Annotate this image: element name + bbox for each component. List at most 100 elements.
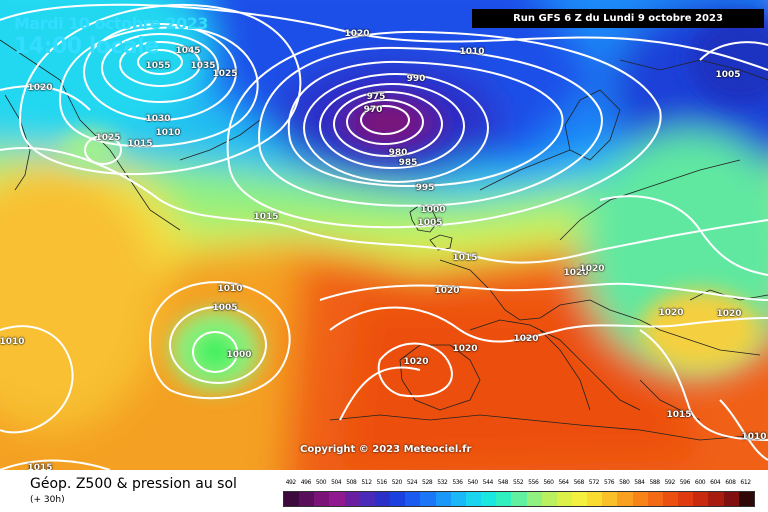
z500-colour-field xyxy=(0,0,768,470)
scale-value: 612 xyxy=(740,479,751,486)
isobar-label: 1020 xyxy=(344,29,370,39)
geopotential-field xyxy=(0,0,768,470)
scale-swatch xyxy=(329,492,345,506)
scale-swatch xyxy=(299,492,315,506)
isobar-label: 1010 xyxy=(155,128,181,138)
scale-value: 588 xyxy=(649,479,660,486)
scale-swatch xyxy=(374,492,391,506)
isobar-label: 1015 xyxy=(253,212,279,222)
colour-scale xyxy=(283,491,755,507)
isobar-label: 1005 xyxy=(212,303,238,313)
isobar-label: 1025 xyxy=(95,133,121,143)
isobar-label: 1020 xyxy=(513,334,539,344)
colour-scale-labels: 492 496 500 504 508 512 516 520 524 528 532 536 540 5… xyxy=(283,479,753,489)
scale-value: 536 xyxy=(452,479,463,486)
scale-value: 568 xyxy=(573,479,585,486)
coastlines xyxy=(0,39,768,441)
scale-value: 532 xyxy=(437,479,448,486)
scale-value: 596 xyxy=(679,479,691,486)
scale-value: 508 xyxy=(346,479,357,486)
z500-cores xyxy=(60,15,768,390)
isobar-label: 1015 xyxy=(452,253,478,263)
scale-value: 520 xyxy=(391,479,403,486)
scale-value: 600 xyxy=(694,479,706,486)
legend-footer: Géop. Z500 & pression au sol (+ 30h) 492… xyxy=(0,470,768,512)
scale-value: 528 xyxy=(422,479,433,486)
isobar-label: 1020 xyxy=(403,357,429,367)
isobar-label: 1020 xyxy=(452,344,478,354)
isobar-label: 1010 xyxy=(459,47,485,57)
forecast-map: Mardi 10 octobre 2023 14:00 locale Run G… xyxy=(0,0,768,470)
scale-swatch xyxy=(344,492,360,506)
isobar-label: 1020 xyxy=(563,268,589,278)
isobar-label: 1020 xyxy=(434,286,460,296)
forecast-date: Mardi 10 octobre 2023 xyxy=(14,14,208,33)
scale-swatch xyxy=(571,492,588,506)
isobars xyxy=(0,3,768,470)
scale-value: 576 xyxy=(603,479,615,486)
isobar-label: 970 xyxy=(363,105,383,115)
isobar-label: 990 xyxy=(406,74,426,84)
isobar-label: 1000 xyxy=(226,350,252,360)
scale-swatch xyxy=(405,492,421,506)
isobar-label: 980 xyxy=(388,148,408,158)
map-title: Géop. Z500 & pression au sol xyxy=(30,476,237,492)
scale-swatch xyxy=(481,492,497,506)
scale-swatch xyxy=(450,492,466,506)
scale-swatch xyxy=(708,492,724,506)
isobar-label: 1010 xyxy=(217,284,243,294)
isobar-label: 1020 xyxy=(716,309,742,319)
isobar-label: 1015 xyxy=(666,410,692,420)
scale-value: 584 xyxy=(634,479,645,486)
scale-value: 492 xyxy=(285,479,297,486)
scale-swatch xyxy=(587,492,603,506)
scale-swatch xyxy=(632,492,648,506)
isobar-label: 1005 xyxy=(417,218,443,228)
isobar-label: 995 xyxy=(415,183,435,193)
scale-swatch xyxy=(465,492,482,506)
scale-value: 544 xyxy=(482,479,494,486)
isobar-label: 1025 xyxy=(212,69,238,79)
copyright: Copyright © 2023 Meteociel.fr xyxy=(300,444,472,455)
isobar-label: 985 xyxy=(398,158,418,168)
scale-swatch xyxy=(647,492,663,506)
scale-value: 540 xyxy=(467,479,479,486)
scale-value: 548 xyxy=(497,479,509,486)
scale-swatch xyxy=(678,492,694,506)
scale-swatch xyxy=(541,492,557,506)
run-info: Run GFS 6 Z du Lundi 9 octobre 2023 xyxy=(472,9,764,28)
scale-swatch xyxy=(314,492,330,506)
isobar-label: 1020 xyxy=(27,83,53,93)
scale-swatch xyxy=(359,492,375,506)
scale-swatch xyxy=(723,492,739,506)
isobar-label: 1015 xyxy=(27,463,53,470)
isobar-label: 1030 xyxy=(145,114,171,124)
isobar-label: 1010 xyxy=(0,337,25,347)
isobar-label: 1045 xyxy=(175,46,201,56)
isobar-label: 1000 xyxy=(420,205,446,215)
scale-value: 512 xyxy=(361,479,372,486)
scale-swatch xyxy=(284,492,300,506)
scale-value: 608 xyxy=(725,479,736,486)
scale-swatch xyxy=(556,492,572,506)
isobar-label: 1020 xyxy=(658,308,684,318)
scale-value: 496 xyxy=(300,479,312,486)
scale-value: 572 xyxy=(588,479,600,486)
scale-value: 580 xyxy=(619,479,630,486)
scale-swatch xyxy=(435,492,451,506)
isobar-label: 1055 xyxy=(145,61,171,71)
isobar-label: 1035 xyxy=(190,61,216,71)
isobar-label: 1005 xyxy=(715,70,741,80)
isobar-label: 1020 xyxy=(579,264,605,274)
scale-value: 604 xyxy=(710,479,721,486)
scale-swatch xyxy=(693,492,709,506)
forecast-time: 14:00 locale xyxy=(14,34,159,59)
scale-value: 592 xyxy=(664,479,676,486)
isobar-label: 1015 xyxy=(127,139,153,149)
scale-swatch xyxy=(662,492,679,506)
scale-value: 564 xyxy=(558,479,569,486)
scale-swatch xyxy=(390,492,406,506)
scale-value: 560 xyxy=(543,479,554,486)
scale-swatch xyxy=(738,492,754,506)
scale-swatch xyxy=(511,492,527,506)
